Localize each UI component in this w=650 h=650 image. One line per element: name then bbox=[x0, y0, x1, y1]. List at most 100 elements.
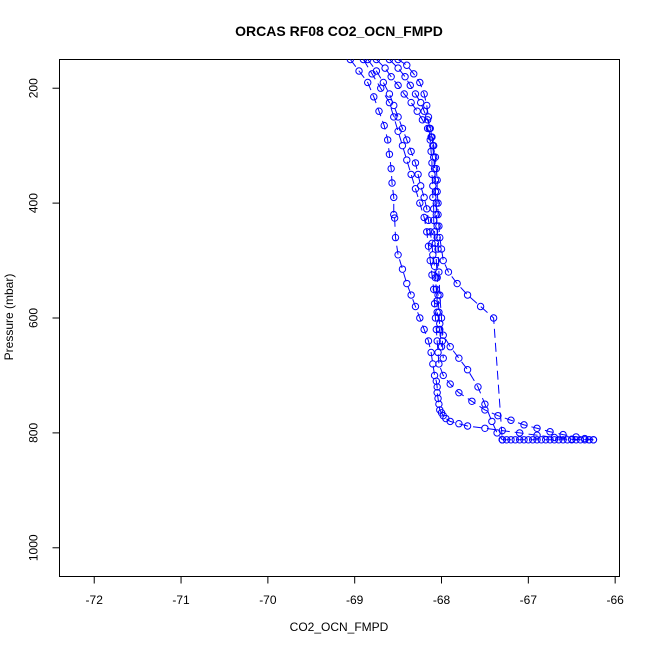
y-tick-label: 1000 bbox=[27, 534, 41, 561]
series-6 bbox=[394, 59, 446, 351]
data-point bbox=[436, 325, 444, 334]
data-point bbox=[385, 150, 394, 158]
series-line bbox=[389, 59, 444, 359]
data-point bbox=[398, 141, 407, 150]
data-point bbox=[416, 78, 424, 87]
data-point bbox=[550, 436, 559, 444]
data-point bbox=[423, 205, 431, 213]
data-point bbox=[424, 216, 433, 225]
x-tick-label: -71 bbox=[172, 593, 190, 607]
data-point bbox=[430, 228, 439, 236]
y-tick-label: 200 bbox=[27, 78, 41, 98]
data-point bbox=[400, 90, 408, 98]
data-point bbox=[434, 348, 442, 357]
x-tick-label: -68 bbox=[433, 593, 451, 607]
data-point bbox=[433, 383, 441, 391]
data-point bbox=[390, 113, 398, 121]
data-point bbox=[533, 424, 541, 432]
data-point bbox=[563, 436, 572, 444]
series-line bbox=[349, 59, 590, 441]
data-point bbox=[420, 90, 428, 98]
data-point bbox=[455, 388, 463, 397]
x-tick-label: -70 bbox=[259, 593, 277, 607]
data-point bbox=[581, 436, 589, 444]
data-point bbox=[576, 436, 585, 444]
data-point bbox=[498, 436, 506, 444]
data-point bbox=[502, 436, 511, 444]
data-point bbox=[488, 417, 496, 426]
data-point bbox=[507, 416, 515, 424]
data-point bbox=[434, 394, 442, 403]
data-point bbox=[589, 436, 598, 444]
data-point bbox=[474, 383, 482, 391]
data-point bbox=[406, 81, 414, 90]
data-point bbox=[463, 366, 472, 374]
data-point bbox=[398, 124, 407, 133]
data-point bbox=[407, 147, 415, 156]
y-axis-label: Pressure (mbar) bbox=[2, 274, 16, 361]
data-point bbox=[431, 239, 440, 248]
y-tick-label: 400 bbox=[27, 193, 41, 213]
data-point bbox=[428, 239, 436, 248]
data-point bbox=[355, 67, 363, 75]
data-point bbox=[429, 251, 437, 259]
data-point bbox=[407, 291, 415, 299]
data-point bbox=[463, 422, 472, 430]
x-axis: -72 -71 -70 -69 -68 -67 -66 bbox=[86, 576, 624, 607]
data-point bbox=[434, 291, 442, 299]
data-point bbox=[427, 147, 435, 156]
y-axis: 200 400 600 800 1000 bbox=[27, 78, 60, 561]
data-point bbox=[433, 274, 441, 282]
data-point bbox=[403, 136, 411, 144]
y-tick-label: 600 bbox=[27, 308, 41, 328]
data-point bbox=[401, 73, 409, 81]
series-1 bbox=[346, 59, 593, 444]
data-point bbox=[398, 265, 407, 273]
data-point bbox=[476, 302, 485, 311]
data-point bbox=[424, 337, 433, 345]
series-group bbox=[346, 59, 598, 444]
data-point bbox=[555, 436, 563, 444]
data-point bbox=[385, 59, 394, 64]
data-point bbox=[394, 81, 402, 90]
data-point bbox=[403, 61, 411, 69]
data-point bbox=[418, 116, 427, 124]
data-point bbox=[364, 78, 372, 87]
data-point bbox=[414, 170, 422, 179]
data-point bbox=[446, 380, 454, 388]
data-point bbox=[520, 436, 528, 444]
data-point bbox=[481, 424, 489, 432]
data-point bbox=[420, 325, 428, 334]
data-point bbox=[546, 436, 554, 444]
data-point bbox=[416, 98, 425, 107]
series-line bbox=[362, 59, 594, 441]
data-point bbox=[416, 199, 424, 207]
data-point bbox=[372, 59, 381, 64]
data-point bbox=[428, 170, 436, 179]
data-point bbox=[381, 64, 389, 72]
data-point bbox=[572, 436, 580, 444]
data-point bbox=[432, 256, 441, 265]
x-tick-label: -69 bbox=[346, 593, 364, 607]
data-point bbox=[407, 170, 415, 179]
data-point bbox=[346, 59, 355, 64]
data-point bbox=[380, 121, 388, 130]
data-point bbox=[411, 90, 420, 98]
data-point bbox=[423, 101, 431, 110]
data-point bbox=[439, 371, 447, 380]
data-point bbox=[520, 421, 528, 429]
data-point bbox=[375, 107, 383, 115]
data-point bbox=[429, 193, 437, 202]
data-point bbox=[433, 337, 441, 345]
data-point bbox=[559, 436, 567, 444]
data-point bbox=[585, 436, 593, 444]
chart-title: ORCAS RF08 CO2_OCN_FMPD bbox=[235, 23, 443, 39]
data-point bbox=[413, 107, 421, 115]
data-point bbox=[411, 302, 420, 311]
x-axis-label: CO2_OCN_FMPD bbox=[290, 620, 389, 634]
data-point bbox=[370, 93, 378, 101]
data-point bbox=[468, 397, 476, 405]
x-tick-label: -67 bbox=[520, 593, 538, 607]
data-point bbox=[387, 73, 395, 81]
